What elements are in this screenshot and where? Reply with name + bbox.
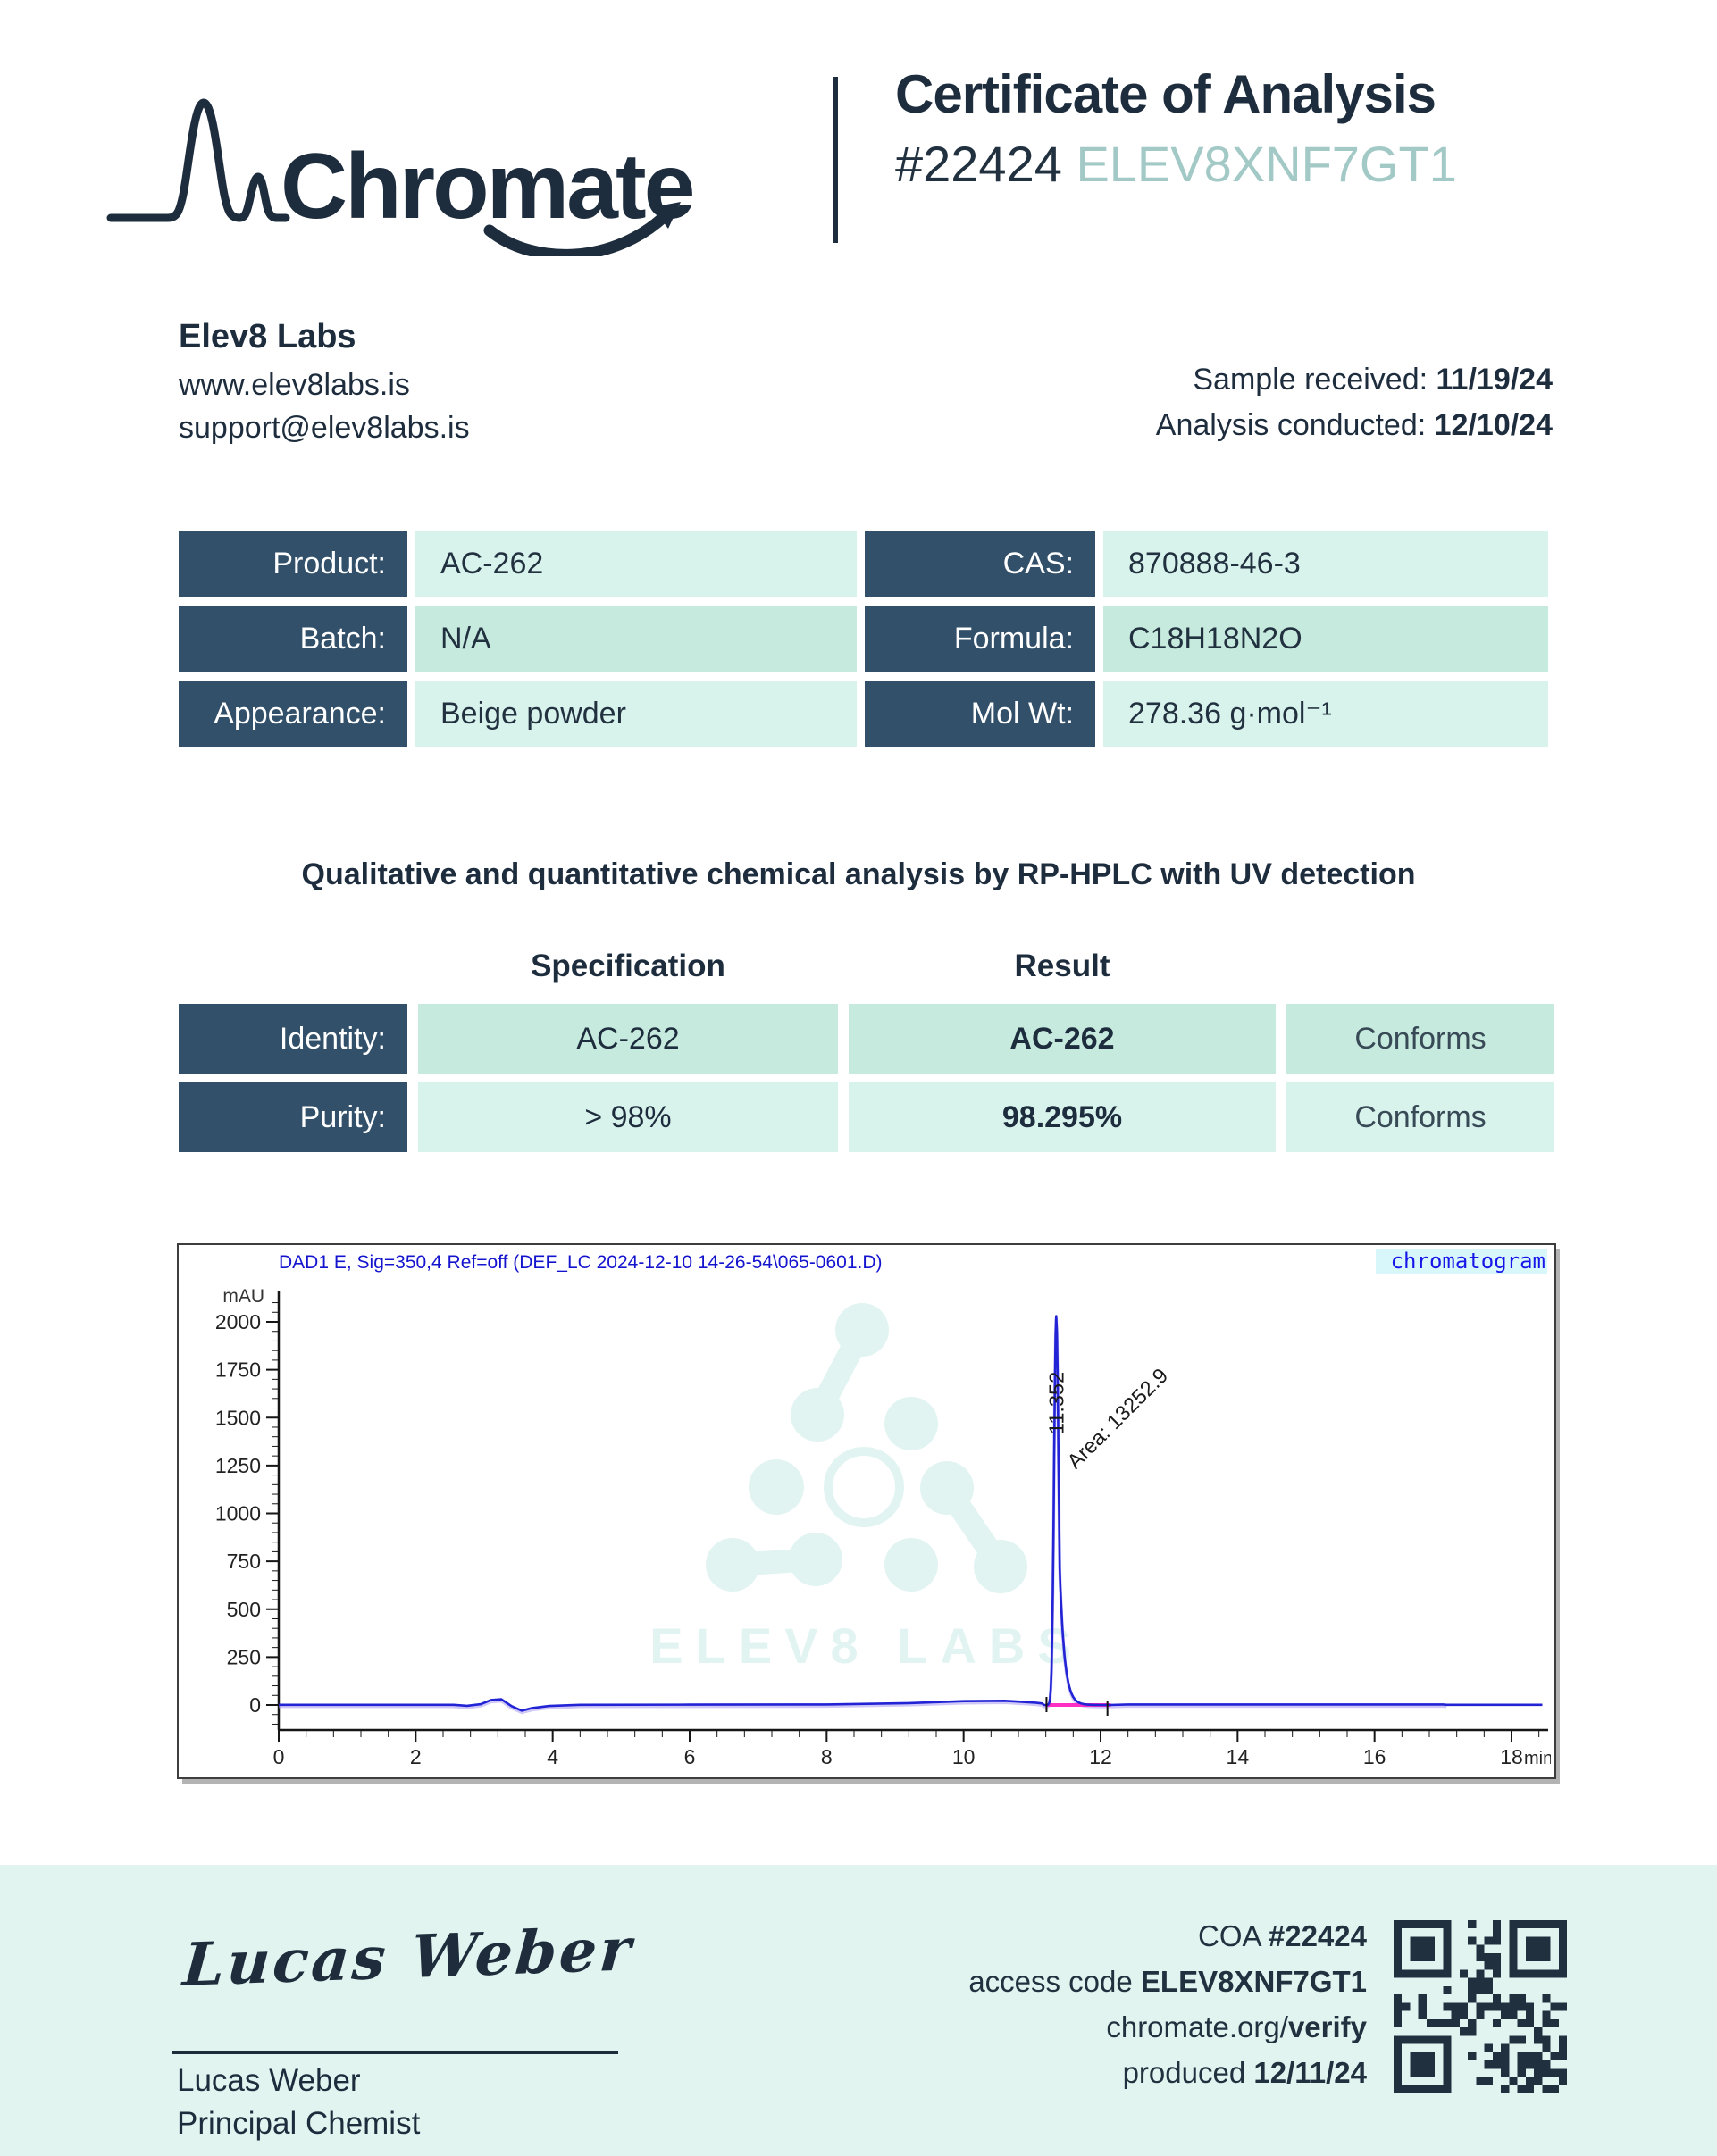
svg-text:0: 0 — [249, 1693, 261, 1717]
results-header: Specification Result — [179, 948, 1554, 984]
signer-title: Principal Chemist — [177, 2106, 421, 2141]
page-title: Certificate of Analysis — [895, 64, 1436, 124]
lab-name: Elev8 Labs — [179, 318, 356, 355]
svg-text:2: 2 — [410, 1745, 422, 1768]
footer-band — [0, 1865, 1717, 2156]
dates-block: Sample received: 11/19/24 Analysis condu… — [1156, 357, 1553, 448]
results-table: Identity: AC-262 AC-262 Conforms Purity:… — [179, 1004, 1554, 1152]
smile-swoosh-icon — [483, 208, 673, 256]
chromatogram-peak-icon — [106, 98, 290, 222]
svg-text:6: 6 — [684, 1745, 696, 1768]
spec-header: Specification — [531, 948, 725, 983]
swoosh-arrowhead-icon — [652, 202, 681, 229]
svg-text:12: 12 — [1089, 1745, 1112, 1768]
access-code-line: access code ELEV8XNF7GT1 — [968, 1965, 1367, 1999]
identity-status: Conforms — [1286, 1004, 1554, 1074]
svg-text:2000: 2000 — [215, 1310, 261, 1333]
identity-spec: AC-262 — [418, 1004, 838, 1074]
watermark-ring — [824, 1447, 904, 1527]
signal-trace — [279, 1315, 1543, 1712]
svg-text:10: 10 — [952, 1745, 976, 1768]
purity-label: Purity: — [179, 1082, 407, 1152]
svg-text:250: 250 — [227, 1645, 261, 1668]
peak-rt-label: 11.352 — [1044, 1372, 1068, 1434]
corner-label: chromatogram — [1391, 1249, 1545, 1274]
svg-text:1500: 1500 — [215, 1406, 261, 1429]
identity-label: Identity: — [179, 1004, 407, 1074]
title-block: Certificate of Analysis #22424 ELEV8XNF7… — [895, 66, 1457, 193]
method-statement: Qualitative and quantitative chemical an… — [301, 857, 1416, 891]
analysis-conducted-date: 12/10/24 — [1434, 408, 1553, 442]
identity-result: AC-262 — [849, 1004, 1276, 1074]
svg-text:500: 500 — [227, 1598, 261, 1621]
signer-name: Lucas Weber — [177, 2063, 361, 2098]
appearance-label: Appearance: — [179, 681, 407, 747]
svg-text:14: 14 — [1227, 1745, 1250, 1768]
cas-value: 870888-46-3 — [1103, 531, 1548, 597]
result-header: Result — [1014, 948, 1110, 983]
purity-result: 98.295% — [849, 1082, 1276, 1152]
lab-email: support@elev8labs.is — [179, 411, 470, 446]
purity-spec: > 98% — [418, 1082, 838, 1152]
coa-subtitle: #22424 ELEV8XNF7GT1 — [895, 135, 1457, 193]
svg-text:1750: 1750 — [215, 1358, 261, 1382]
svg-text:0: 0 — [273, 1745, 285, 1768]
header-divider — [833, 77, 838, 243]
molwt-value: 278.36 g·mol⁻¹ — [1103, 681, 1548, 747]
brand-wordmark: Chromate — [281, 135, 693, 238]
formula-value: C18H18N2O — [1103, 606, 1548, 672]
molwt-label: Mol Wt: — [865, 681, 1095, 747]
batch-label: Batch: — [179, 606, 407, 672]
svg-text:8: 8 — [821, 1745, 833, 1768]
analysis-conducted-line: Analysis conducted: 12/10/24 — [1155, 408, 1553, 442]
cas-label: CAS: — [865, 531, 1095, 597]
formula-label: Formula: — [865, 606, 1095, 672]
svg-text:750: 750 — [227, 1550, 261, 1573]
qr-code — [1394, 1920, 1567, 2093]
product-value: AC-262 — [415, 531, 857, 597]
chromatogram-panel: ELEV8 LABS DAD1 E, Sig=350,4 Ref=off (DEF… — [177, 1243, 1556, 1779]
sample-received-line: Sample received: 11/19/24 — [1193, 363, 1553, 397]
chromate-logo: Chromate — [106, 98, 695, 256]
y-axis-unit: mAU — [222, 1286, 264, 1307]
svg-text:4: 4 — [547, 1745, 558, 1768]
signature-line — [172, 2051, 618, 2054]
coa-number-line: COA #22424 — [1198, 1919, 1367, 1952]
product-info-table: Product: AC-262 CAS: 870888-46-3 Batch: … — [179, 531, 1554, 747]
purity-status: Conforms — [1286, 1082, 1554, 1152]
lab-info: Elev8 Labs www.elev8labs.is support@elev… — [179, 318, 470, 450]
appearance-value: Beige powder — [415, 681, 857, 747]
verify-url-line: chromate.org/verify — [1106, 2010, 1367, 2044]
chart-title: DAD1 E, Sig=350,4 Ref=off (DEF_LC 2024-1… — [279, 1252, 883, 1273]
lab-website: www.elev8labs.is — [179, 368, 410, 402]
svg-text:1250: 1250 — [215, 1454, 261, 1477]
verification-block: COA #22424 access code ELEV8XNF7GT1 chro… — [741, 1913, 1367, 2096]
sample-received-date: 11/19/24 — [1436, 363, 1553, 397]
watermark-text: ELEV8 LABS — [649, 1617, 1083, 1674]
access-code: ELEV8XNF7GT1 — [1076, 136, 1457, 192]
svg-text:16: 16 — [1363, 1745, 1386, 1768]
x-axis-unit: min — [1524, 1749, 1551, 1768]
produced-line: produced 12/11/24 — [1122, 2056, 1367, 2090]
svg-text:1000: 1000 — [215, 1502, 261, 1525]
chromatogram-chart: ELEV8 LABS DAD1 E, Sig=350,4 Ref=off (DEF… — [215, 1249, 1553, 1768]
batch-value: N/A — [415, 606, 857, 672]
coa-number: #22424 — [895, 136, 1062, 192]
peak-area-label: Area: 13252.9 — [1062, 1364, 1172, 1474]
corner-label-highlight — [1376, 1249, 1547, 1274]
svg-text:18: 18 — [1500, 1745, 1523, 1768]
product-label: Product: — [179, 531, 407, 597]
